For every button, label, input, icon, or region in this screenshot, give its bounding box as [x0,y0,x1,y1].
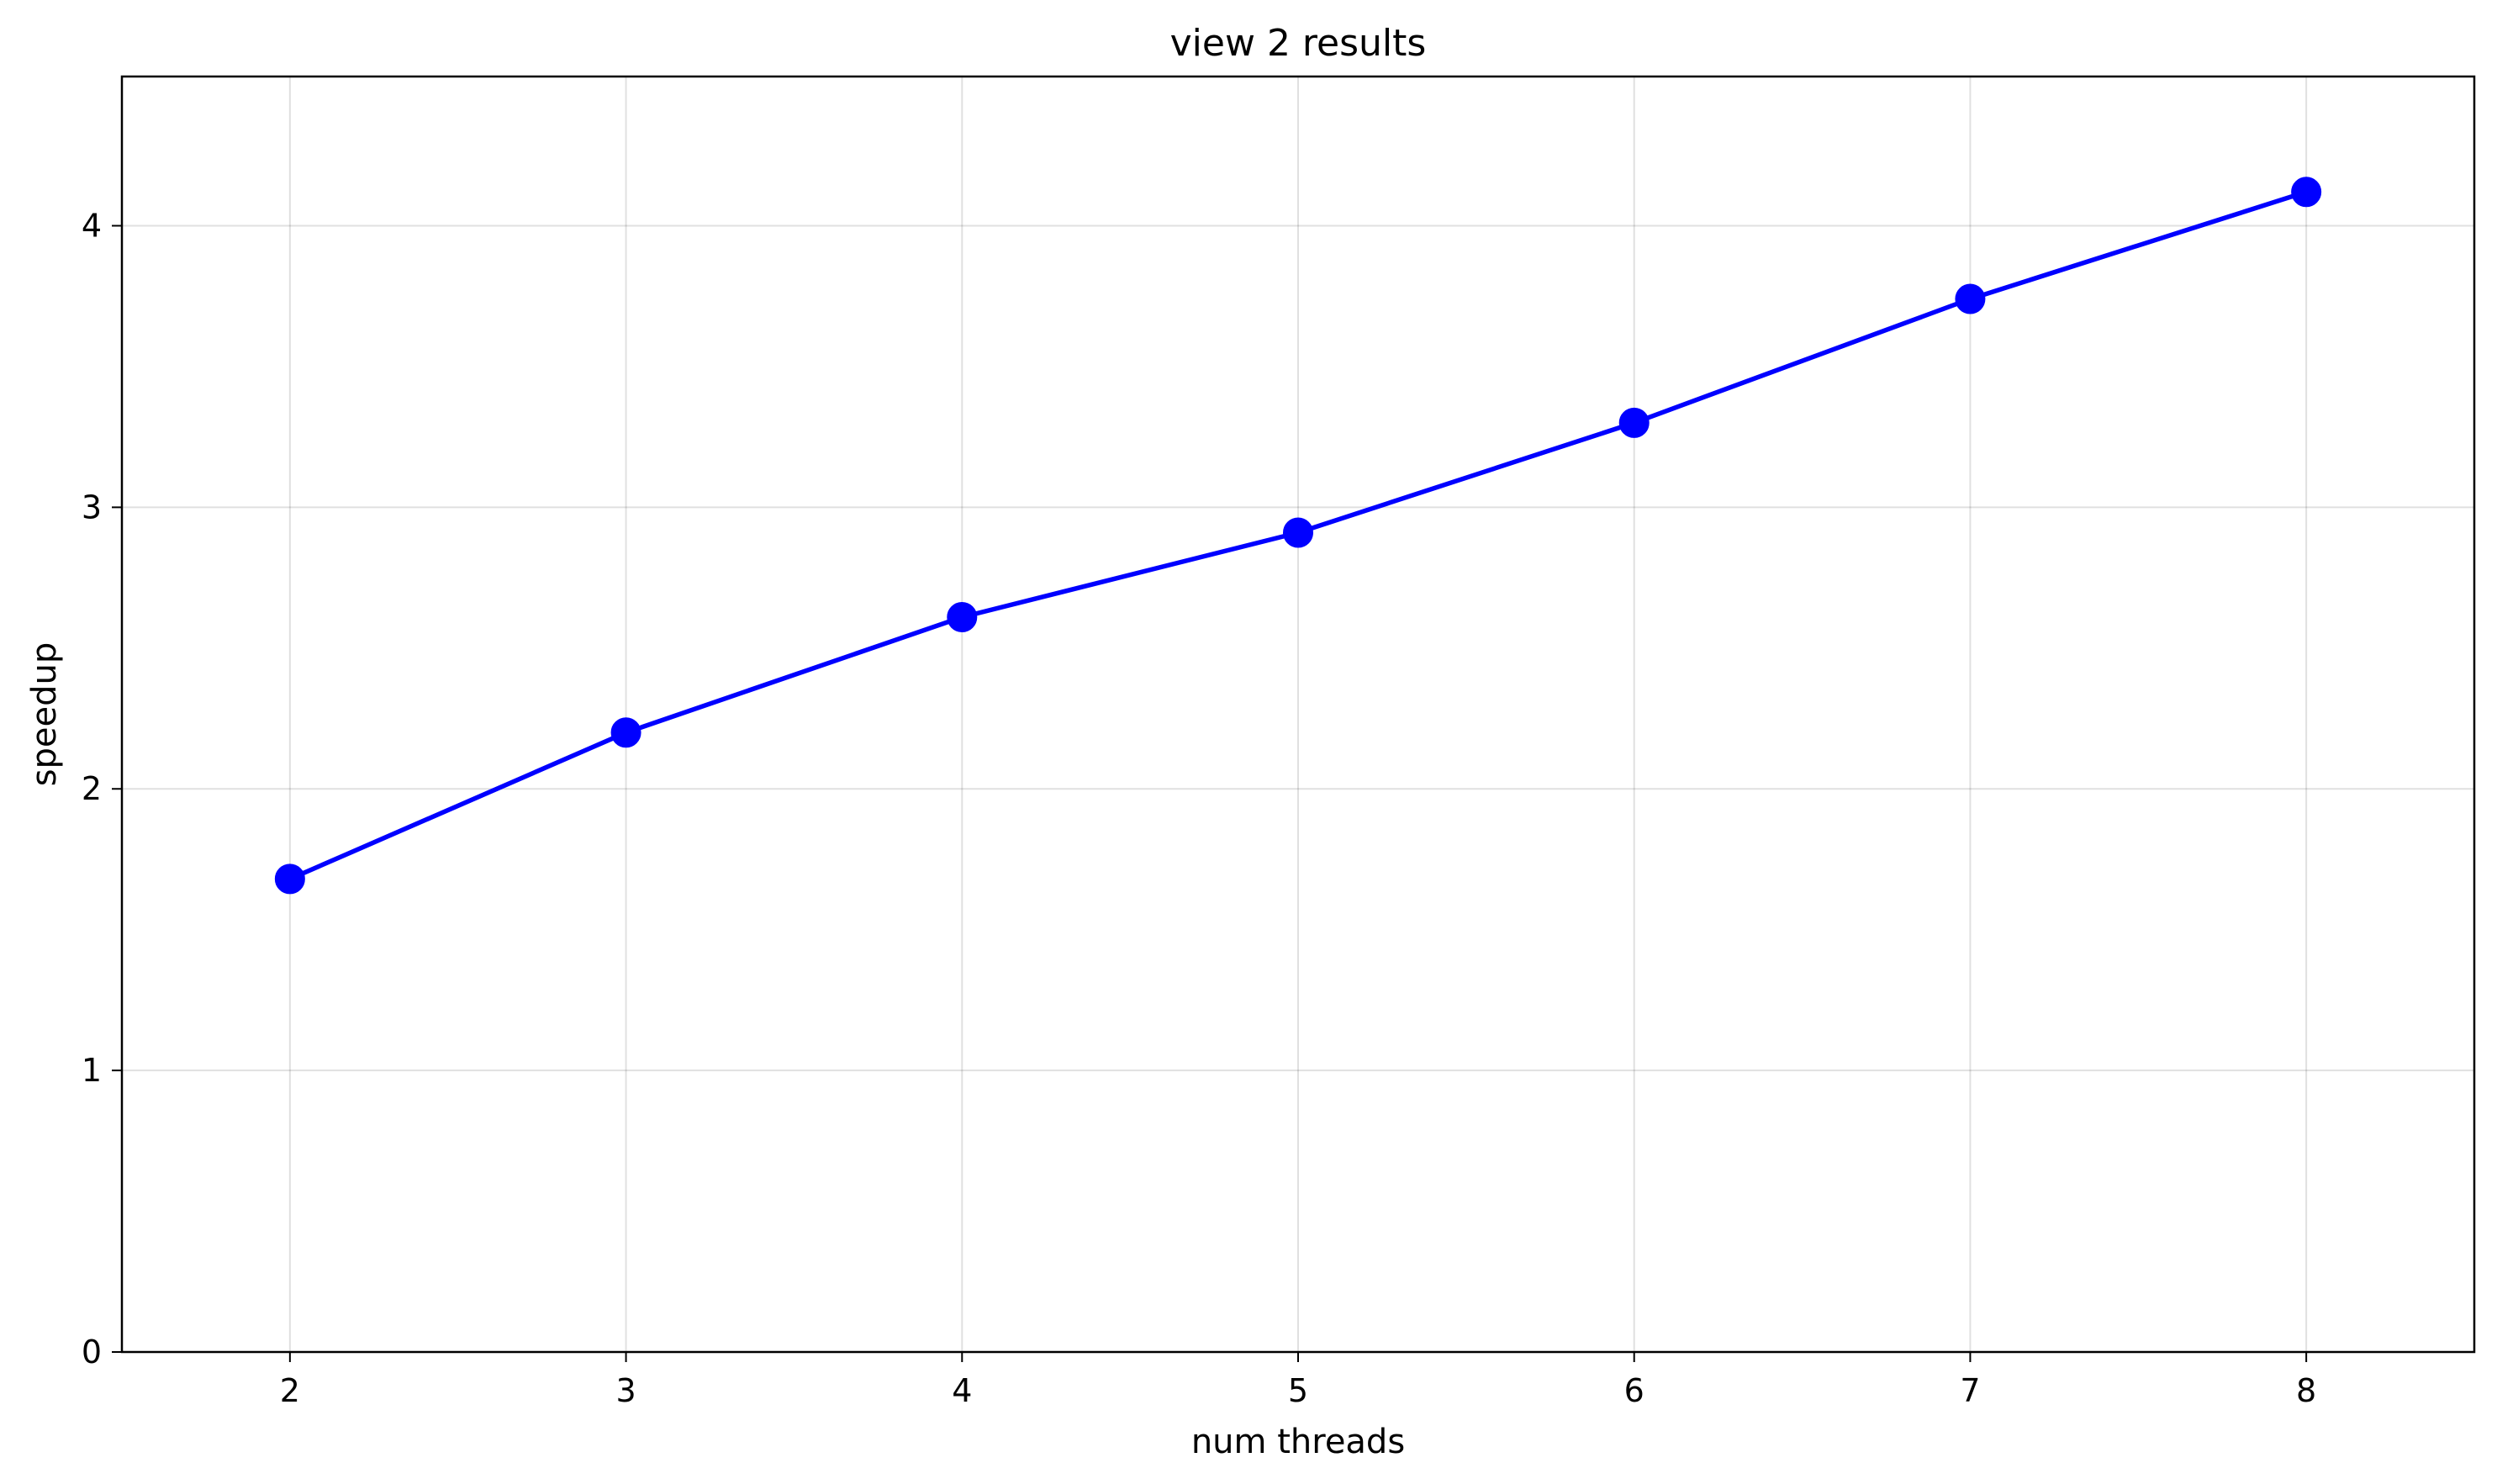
data-point [274,863,305,895]
x-tick-label: 6 [1624,1372,1644,1409]
y-tick-label: 3 [82,489,102,525]
series-layer [274,177,2322,895]
data-point [1283,517,1313,548]
data-point [2291,177,2322,208]
x-axis-label: num threads [1191,1423,1405,1461]
axis-ticks: 2 3 4 5 6 7 8 0 1 2 3 4 [82,207,2316,1409]
data-point [610,717,641,748]
y-tick-label: 2 [82,770,102,807]
y-tick-label: 4 [82,207,102,244]
x-tick-label: 5 [1288,1372,1308,1409]
y-tick-label: 0 [82,1333,102,1370]
x-tick-label: 7 [1960,1372,1980,1409]
y-tick-label: 1 [82,1052,102,1089]
x-tick-label: 4 [952,1372,972,1409]
y-axis-label: speedup [25,642,64,787]
x-tick-label: 3 [615,1372,636,1409]
chart-title: view 2 results [1170,22,1427,65]
x-tick-label: 8 [2296,1372,2316,1409]
x-tick-label: 2 [280,1372,300,1409]
data-point [1618,407,1650,438]
data-point [1955,283,1986,314]
data-point [947,601,978,632]
